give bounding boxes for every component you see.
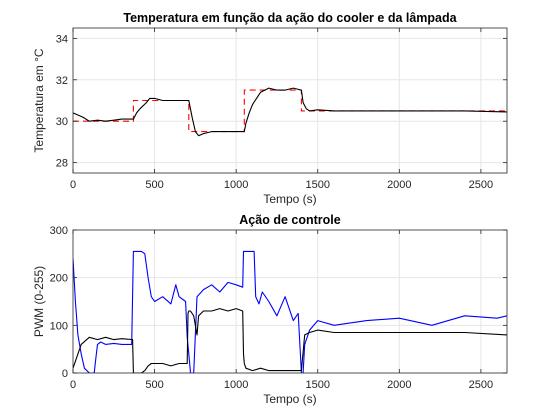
x-tick-label: 1500 [305, 379, 329, 391]
y-tick-label: 200 [50, 273, 68, 285]
y-tick-label: 32 [56, 75, 68, 87]
axes-box [72, 229, 508, 374]
series-line-2 [73, 87, 507, 137]
x-tick-label: 2500 [469, 179, 493, 191]
x-tick-label: 1000 [224, 179, 248, 191]
x-tick-label: 1500 [305, 179, 329, 191]
series-line-2 [73, 308, 507, 373]
x-tick-label: 2500 [469, 379, 493, 391]
series-line-1 [73, 250, 507, 373]
chart-title: Temperatura em função da ação do cooler … [123, 11, 457, 25]
y-tick-label: 28 [56, 158, 68, 170]
x-axis-label: Tempo (s) [263, 392, 316, 406]
x-tick-label: 2000 [387, 179, 411, 191]
y-axis-label: Temperatura em °C [32, 48, 46, 153]
subplot-2: 0 500 1000 1500 2000 2500 0 100 200 300 Ação de co… [32, 213, 508, 406]
y-axis-label: PWM (0-255) [32, 266, 46, 337]
subplot-1: 0 500 1000 1500 2000 2500 28 30 32 34 Temperatura … [32, 11, 508, 206]
x-tick-label: 2000 [387, 379, 411, 391]
series-group [73, 250, 507, 373]
x-tick-label: 500 [145, 379, 163, 391]
x-axis-label: Tempo (s) [263, 192, 316, 206]
y-tick-label: 0 [62, 368, 68, 380]
x-tick-label: 500 [145, 179, 163, 191]
y-tick-label: 300 [50, 225, 68, 237]
y-tick-label: 34 [56, 33, 68, 45]
series-group [73, 87, 507, 137]
y-tick-label: 100 [50, 320, 68, 332]
x-tick-label: 0 [70, 179, 76, 191]
x-tick-label: 1000 [224, 379, 248, 391]
axes-box [72, 27, 508, 174]
x-tick-label: 0 [70, 379, 76, 391]
chart-title: Ação de controle [239, 213, 340, 227]
y-tick-label: 30 [56, 116, 68, 128]
